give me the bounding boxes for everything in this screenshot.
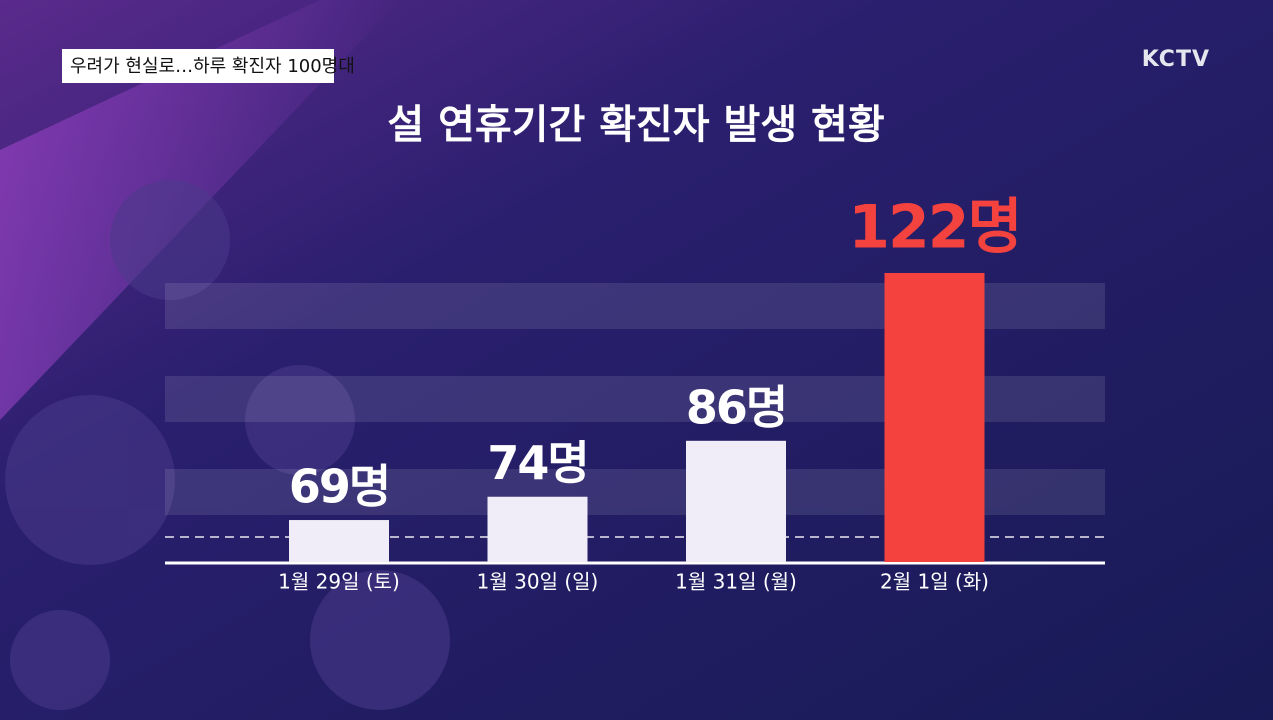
value-label: 122명 (848, 193, 1020, 263)
bar (686, 440, 786, 562)
x-tick-label: 1월 31일 (월) (675, 570, 797, 594)
bar (487, 496, 588, 562)
logo: KCTV (1142, 47, 1210, 72)
virus-decoration (5, 180, 450, 710)
chart-title: 설 연휴기간 확진자 발생 현황 (387, 102, 884, 148)
value-label: 69명 (289, 460, 389, 514)
x-tick-label: 1월 29일 (토) (278, 570, 400, 594)
caption: 우려가 현실로…하루 확진자 100명대 (70, 56, 355, 77)
x-tick-label: 1월 30일 (일) (477, 570, 599, 594)
bar (289, 520, 389, 562)
x-tick-label: 2월 1일 (화) (880, 570, 989, 594)
bar (884, 272, 985, 562)
value-label: 86명 (686, 380, 786, 434)
caption-box (62, 49, 334, 83)
value-label: 74명 (487, 436, 587, 490)
